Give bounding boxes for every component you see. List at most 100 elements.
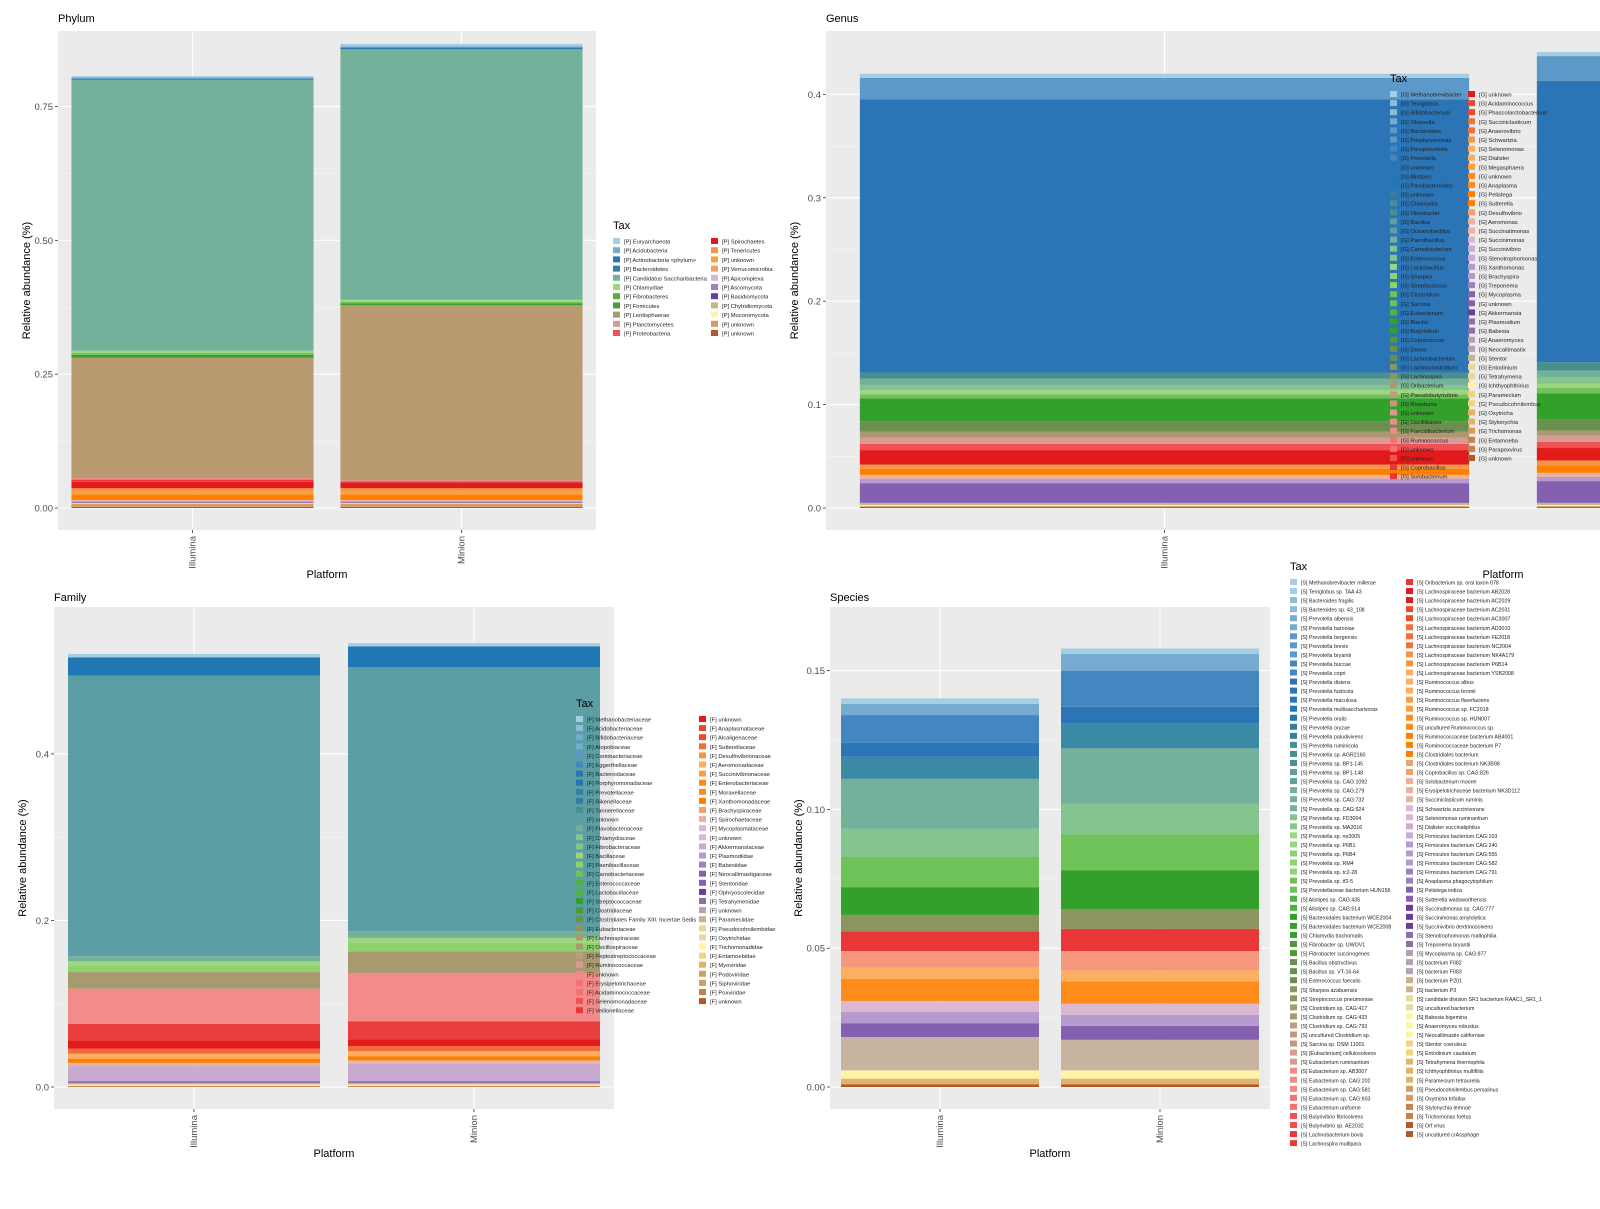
legend-label: [G] unknown [1401,193,1434,199]
legend-label: [G] unknown [1479,174,1512,180]
legend-label: [S] Bacillus sp. VT-16-64 [1301,970,1359,976]
legend-label: [S] Prevotella paludivivens [1301,734,1363,740]
legend-swatch [1390,336,1397,343]
legend-swatch [1406,986,1413,993]
legend-label: [S] bacterium F082 [1417,961,1462,967]
legend-label: [S] Ruminococcus sp. FC2018 [1417,707,1489,713]
legend-label: [S] Sutterella wadsworthensis [1417,897,1487,903]
legend-swatch [1468,154,1475,161]
bar-segment [340,501,583,502]
legend-swatch [1468,145,1475,152]
bar-segment [841,1000,1039,1013]
legend-label: [S] Lachnospiraceae bacterium AD3010 [1417,626,1510,632]
legend-swatch [1468,136,1475,143]
legend-swatch [1290,633,1297,640]
legend-label: [F] Porphyromonadaceae [587,781,652,787]
legend-swatch [1406,922,1413,929]
bar-segment [841,1070,1039,1079]
legend-swatch [699,898,706,904]
legend-swatch [1290,1022,1297,1029]
legend-label: [F] Erysipelotrichaceae [587,981,646,987]
bar-segment [1536,505,1600,507]
legend-label: [S] bacterium F083 [1417,970,1462,976]
legend-swatch [1406,941,1413,947]
bar-segment [71,354,314,358]
legend-label: [G] Pelistega [1479,193,1513,199]
legend-swatch [1290,868,1297,875]
legend-label: [S] Prevotellaceae bacterium HUN156 [1301,888,1391,894]
legend-swatch [1468,263,1475,270]
legend-label: [S] Ruminococcus bromii [1417,689,1476,695]
legend-swatch [1406,968,1413,975]
legend-swatch [1468,118,1475,125]
legend-label: [G] Desulfovibrio [1479,211,1522,217]
legend-label: [S] Terriglobus sp. TAA 43 [1301,590,1362,596]
legend-label: [S] Eubacterium sp. CAG:603 [1301,1096,1371,1102]
legend-swatch [1406,732,1413,739]
legend-swatch [1406,669,1413,676]
bar-segment [340,305,583,481]
legend-swatch [1406,1076,1413,1083]
bar-segment [1536,476,1600,482]
bar-segment [71,357,314,479]
legend-swatch [1290,986,1297,993]
x-tick-label: Illumina [188,535,199,568]
bar-segment [68,1081,320,1083]
legend-label: [F] Podoviridae [710,972,749,978]
legend-label: [S] Erysipelotrichaceae bacterium NK3D11… [1417,789,1520,795]
legend-label: [F] unknown [710,836,742,842]
legend-swatch [699,961,706,968]
legend-label: [G] Methanobrevibacter [1401,93,1462,99]
legend-label: [S] Prevotella fusticola [1301,689,1353,695]
bar-segment [1536,80,1600,363]
legend-label: [S] Firmicutes bacterium CAG:555 [1417,852,1497,858]
bar-segment [68,1058,320,1063]
bar-segment [1536,465,1600,473]
legend-label: [G] Alistipes [1401,174,1432,180]
legend-label: [S] Eubacterium sp. CAG:202 [1301,1078,1371,1084]
legend-label: [F] Prevotellaceae [587,790,634,796]
legend-swatch [1468,109,1475,116]
legend-label: [P] unknown [722,332,754,338]
legend-label: [S] Entodinium caudatum [1417,1051,1477,1057]
legend-label: [S] Methanobrevibacter millerae [1301,581,1376,587]
legend-label: [F] Enterococcaceae [587,881,640,887]
legend-label: [G] Megasphaera [1479,165,1525,171]
legend-label: [S] Succinatimonas sp. CAG:777 [1417,906,1494,912]
bar-segment [859,390,1470,395]
legend-swatch [1406,913,1413,920]
legend-label: [G] unknown [1479,457,1512,463]
legend-label: [S] Lachnospiraceae bacterium AC2029 [1417,599,1510,605]
legend-swatch [1290,1103,1297,1110]
legend-swatch [1468,345,1475,352]
legend-label: [S] Anaeromyces robustus [1417,1024,1479,1030]
legend-label: [F] Bacillaceae [587,854,625,860]
bar-segment [71,502,314,504]
legend-swatch [1290,1004,1297,1011]
legend-label: [S] Ruminococcus flavefaciens [1417,698,1489,704]
legend-label: [S] uncultured crAssphage [1417,1133,1479,1139]
legend-swatch [1406,995,1413,1002]
legend-swatch [1290,977,1297,984]
bar-segment [1536,362,1600,371]
legend-label: [S] Lachnospiraceae bacterium NK4A179 [1417,653,1514,659]
legend-label: [G] unknown [1401,457,1434,463]
legend-swatch [576,816,583,823]
bar-segment [1061,1014,1259,1026]
legend-label: [F] Oscillospiraceae [587,945,638,951]
legend-swatch [1290,705,1297,712]
bar-segment [1061,1025,1259,1040]
legend-swatch [576,907,583,914]
legend-swatch [1290,913,1297,920]
bar-segment [859,421,1470,432]
legend-swatch [699,734,706,741]
bar-segment [340,299,583,302]
legend-label: [G] Streptococcus [1401,284,1447,290]
bar-segment [1536,419,1600,431]
legend-label: [F] Enterobacteriaceae [710,781,769,787]
bar-segment [340,303,583,306]
legend-swatch [1390,127,1397,134]
legend-swatch [1290,968,1297,975]
legend-swatch [1406,705,1413,712]
bar-segment [340,491,583,495]
